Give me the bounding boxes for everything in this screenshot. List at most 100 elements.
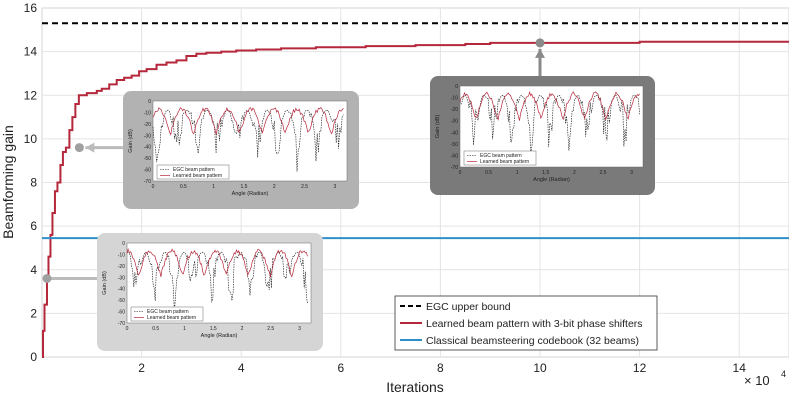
inset-x-tick: 2 bbox=[273, 184, 276, 190]
inset-y-tick: -30 bbox=[118, 275, 125, 281]
inset-y-tick: -10 bbox=[144, 110, 151, 116]
inset-y-label: Gain (dB) bbox=[435, 115, 441, 139]
y-tick-label: 6 bbox=[30, 219, 37, 233]
inset-learned-curve bbox=[459, 90, 640, 121]
inset-x-tick: 1.5 bbox=[240, 184, 247, 190]
legend-layer: EGC upper bound Learned beam pattern with… bbox=[394, 295, 658, 351]
legend-label: Classical beamsteering codebook (32 beam… bbox=[426, 335, 639, 347]
inset-y-tick: 0 bbox=[455, 84, 458, 90]
inset-y-tick: -40 bbox=[144, 145, 151, 151]
annotation-arrowhead bbox=[85, 142, 95, 153]
annotation-marker bbox=[42, 273, 52, 283]
inset-x-tick: 0 bbox=[152, 184, 155, 190]
inset-y-tick: -50 bbox=[144, 156, 151, 162]
inset-y-tick: -10 bbox=[118, 252, 125, 258]
x-tick-label: 2 bbox=[138, 361, 145, 375]
inset-y-tick: -30 bbox=[451, 119, 458, 125]
inset-y-tick: -30 bbox=[144, 133, 151, 139]
inset-learned-curve bbox=[152, 106, 344, 136]
inset-x-tick: 1.5 bbox=[542, 170, 549, 176]
y-tick-label: 4 bbox=[30, 263, 37, 277]
inset-x-label: Angle (Radian) bbox=[201, 333, 238, 339]
inset-x-tick: 3 bbox=[630, 170, 633, 176]
inset-legend-box bbox=[130, 306, 204, 322]
inset-x-tick: 0.5 bbox=[180, 184, 187, 190]
inset-legend-learned-label: Learned beam pattern bbox=[173, 173, 222, 179]
inset-x-tick: 2.5 bbox=[267, 326, 274, 332]
legend-label: Learned beam pattern with 3-bit phase sh… bbox=[426, 318, 643, 330]
y-axis-label: Beamforming gain bbox=[0, 125, 16, 239]
inset-y-tick: 0 bbox=[148, 99, 151, 105]
inset-legend-learned-label: Learned beam pattern bbox=[480, 159, 529, 165]
y-tick-label: 12 bbox=[24, 88, 38, 102]
inset-x-label: Angle (Radian) bbox=[232, 191, 269, 197]
inset-y-tick: -20 bbox=[118, 264, 125, 270]
inset-x-tick: 2.5 bbox=[599, 170, 606, 176]
inset-x-tick: 1 bbox=[183, 326, 186, 332]
annotation-layer bbox=[42, 38, 545, 283]
x-tick-label: 6 bbox=[337, 361, 344, 375]
inset-y-tick: -10 bbox=[451, 96, 458, 102]
inset-x-tick: 0.5 bbox=[485, 170, 492, 176]
inset-y-tick: -60 bbox=[451, 153, 458, 159]
inset-x-tick: 1 bbox=[212, 184, 215, 190]
inset-x-tick: 0 bbox=[126, 326, 129, 332]
inset-learned-curve bbox=[126, 248, 308, 278]
inset-y-tick: 0 bbox=[122, 241, 125, 247]
annotation-marker bbox=[535, 38, 545, 48]
inset-layer: 0-10-20-30-40-50-60-700 0.5 1 1.5 2 2.5 3Angle… bbox=[97, 76, 655, 351]
inset-x-tick: 3 bbox=[298, 326, 301, 332]
inset-x-tick: 1.5 bbox=[210, 326, 217, 332]
inset-x-tick: 2 bbox=[573, 170, 576, 176]
inset-x-tick: 2 bbox=[241, 326, 244, 332]
legend-label: EGC upper bound bbox=[426, 301, 511, 313]
y-tick-label: 14 bbox=[24, 45, 38, 59]
inset-x-tick: 1 bbox=[516, 170, 519, 176]
inset-legend-egc-label: EGC beam pattern bbox=[173, 167, 215, 173]
x-tick-label: 14 bbox=[733, 361, 747, 375]
x-axis-exponent-power: 4 bbox=[781, 369, 786, 379]
inset-y-tick: -70 bbox=[144, 179, 151, 185]
inset-legend-egc-label: EGC beam pattern bbox=[480, 153, 522, 159]
y-tick-label: 8 bbox=[30, 176, 37, 190]
learned-beam-pattern-line bbox=[41, 40, 789, 358]
y-tick-label: 0 bbox=[30, 350, 37, 364]
annotation-marker bbox=[74, 143, 84, 153]
beam-pattern-inset: 0-10-20-30-40-50-60-700 0.5 1 1.5 2 2.5 3Angle… bbox=[97, 233, 323, 351]
y-tick-label: 16 bbox=[24, 1, 38, 15]
inset-y-tick: -50 bbox=[118, 298, 125, 304]
inset-x-tick: 2.5 bbox=[301, 184, 308, 190]
inset-legend-learned-label: Learned beam pattern bbox=[147, 315, 196, 321]
inset-y-tick: -60 bbox=[118, 310, 125, 316]
x-tick-label: 4 bbox=[238, 361, 245, 375]
inset-y-label: Gain (dB) bbox=[102, 271, 108, 295]
inset-y-tick: -40 bbox=[118, 287, 125, 293]
inset-x-tick: 0 bbox=[459, 170, 462, 176]
x-tick-label: 10 bbox=[533, 361, 547, 375]
x-tick-label: 8 bbox=[437, 361, 444, 375]
inset-x-tick: 0.5 bbox=[152, 326, 159, 332]
inset-y-tick: -70 bbox=[451, 165, 458, 171]
annotation-arrowhead bbox=[535, 48, 545, 58]
inset-legend-egc-label: EGC beam pattern bbox=[147, 309, 189, 315]
inset-egc-curve bbox=[459, 94, 640, 153]
inset-y-tick: -60 bbox=[144, 168, 151, 174]
x-tick-labels: 2 4 6 8 10 12 14 bbox=[138, 361, 746, 375]
inset-y-tick: -50 bbox=[451, 142, 458, 148]
x-tick-label: 12 bbox=[633, 361, 647, 375]
inset-y-tick: -40 bbox=[451, 130, 458, 136]
inset-y-tick: -70 bbox=[118, 321, 125, 327]
inset-legend-box bbox=[463, 150, 537, 166]
y-tick-labels: 0 2 4 6 8 10 12 14 16 bbox=[24, 1, 38, 364]
beam-pattern-inset: 0-10-20-30-40-50-60-700 0.5 1 1.5 2 2.5 3Angle… bbox=[123, 91, 359, 209]
y-tick-label: 10 bbox=[24, 132, 38, 146]
inset-y-tick: -20 bbox=[451, 107, 458, 113]
x-axis-exponent: × 10 bbox=[744, 373, 770, 388]
legend-box bbox=[394, 295, 658, 351]
inset-legend-box bbox=[156, 164, 230, 180]
inset-x-label: Angle (Radian) bbox=[533, 177, 570, 183]
inset-y-tick: -20 bbox=[144, 122, 151, 128]
inset-y-label: Gain (dB) bbox=[128, 129, 134, 153]
y-tick-label: 2 bbox=[30, 306, 37, 320]
